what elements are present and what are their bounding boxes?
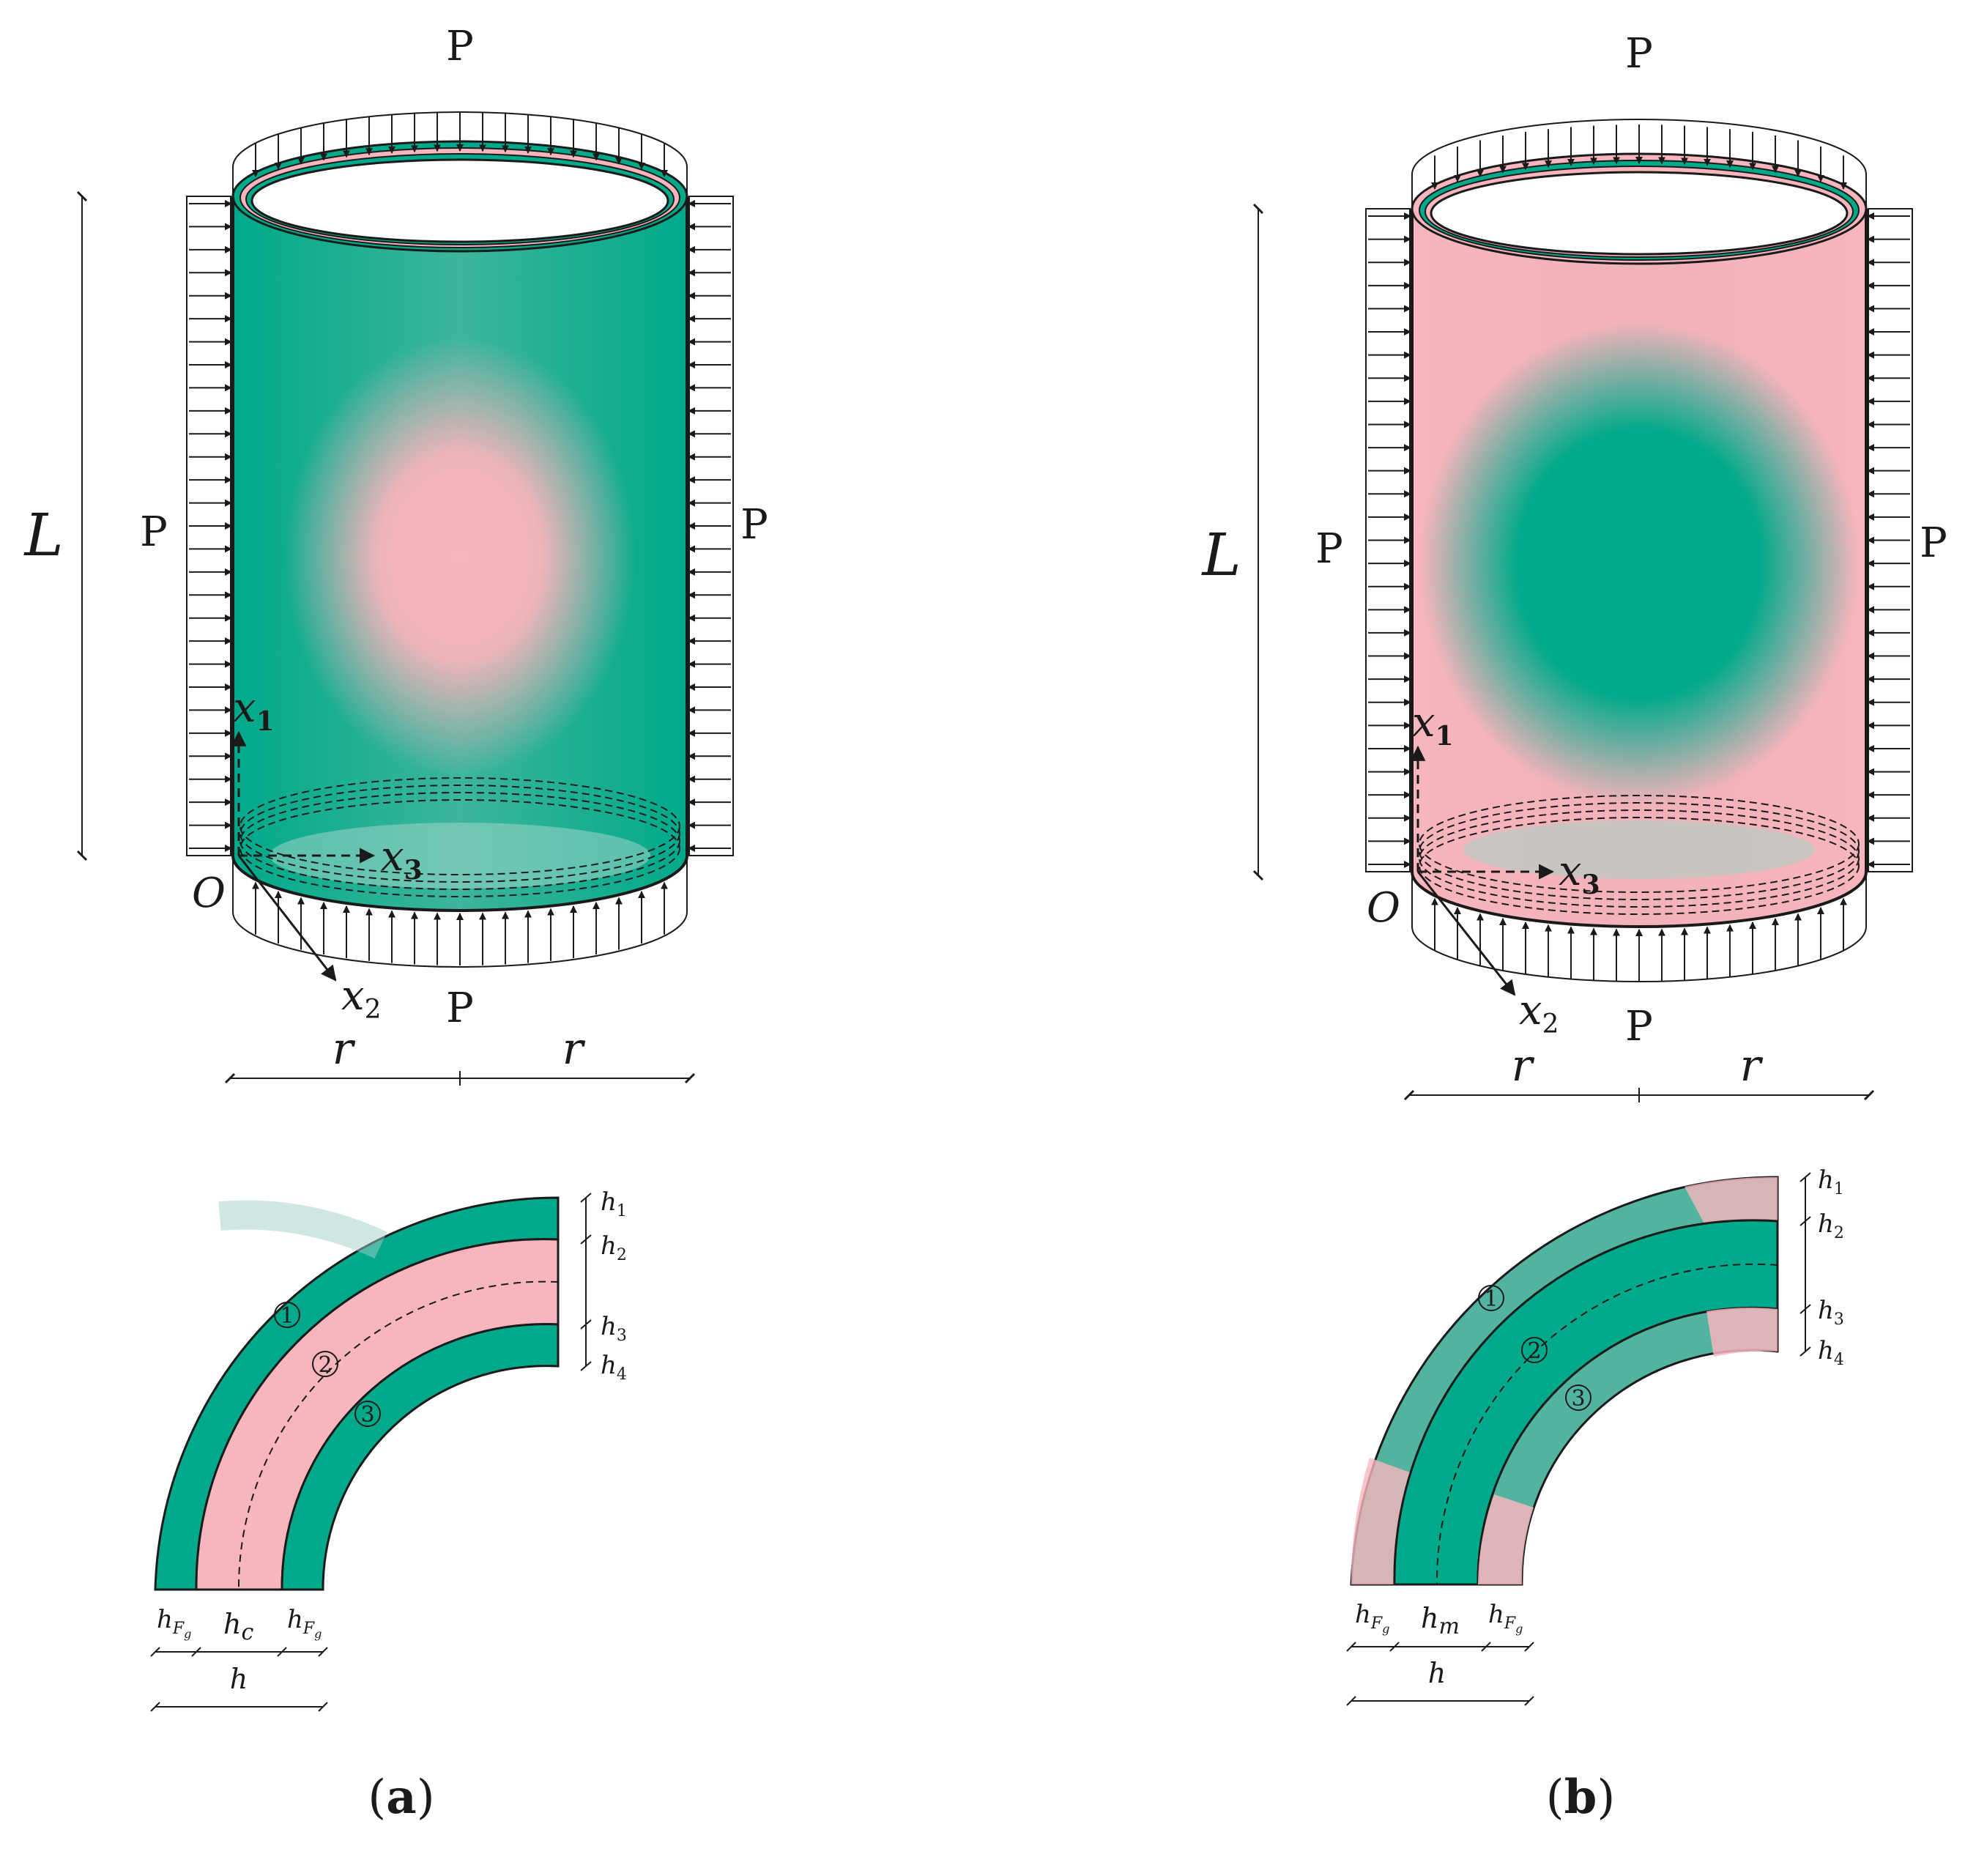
stress-region [1419,322,1859,806]
length-label: L [1200,521,1241,589]
load-label-bottom: P [446,985,474,1032]
load-label-top: P [446,23,474,70]
top-load-arrows [1431,125,1847,190]
h4-label: h4 [601,1351,627,1384]
top-load-outline [1411,119,1867,175]
panel-a-cross-section: 1 2 3 h1 h2 h3 h4 hFg hc hFg h [150,1187,627,1825]
mid-surface [1435,1263,1778,1585]
left-load-arrows [189,200,232,852]
panel-caption-a: (a) [368,1770,434,1825]
h3-label: h3 [1818,1296,1844,1329]
layer-number-1: 1 [280,1303,294,1329]
axis-x3-label: x3 [381,833,423,886]
load-label-bottom: P [1625,1003,1653,1050]
axis-x2 [237,855,337,982]
radius-label-left: r [1512,1040,1535,1091]
right-load-arrows [688,200,731,852]
left-load-arrows [1368,212,1411,868]
axis-x2-label: x2 [1519,987,1559,1039]
layer-number-2: 2 [1527,1338,1541,1364]
length-label: L [23,501,63,569]
core-thickness: hc [223,1608,253,1645]
top-load-arrows [252,112,668,177]
inner-rings-dashed [1419,795,1860,915]
h1-label: h1 [601,1187,627,1220]
axis-x3-label: x3 [1559,848,1600,900]
radius-label-left: r [333,1023,356,1075]
axis-x1-label: x1 [233,684,275,737]
panel-b-cross-section: 1 2 3 h1 h2 h3 h4 hFg hm hFg h (b) [1346,1165,1844,1825]
load-label-left: P [1315,525,1343,573]
load-label-top: P [1625,30,1653,78]
bottom-load-outline [232,911,688,968]
axis-x2-label: x2 [341,972,382,1025]
face-thickness-right: hFg [287,1605,322,1641]
top-rings [231,140,688,253]
total-thickness-label: h [1428,1657,1446,1689]
inner-rings-dashed [239,777,680,897]
panel-a-cylinder: P P P P L r r x1 x3 x2 O [23,23,768,1086]
h3-label: h3 [601,1312,627,1345]
panel-caption-b: (b) [1546,1770,1616,1825]
radius-label-right: r [562,1023,586,1075]
layer-number-3: 3 [360,1402,374,1428]
layer-number-3: 3 [1571,1386,1585,1412]
face-thickness-left: hFg [157,1605,191,1641]
bottom-load-arrows [1431,897,1847,982]
bottom-load-arrows [252,881,668,965]
load-label-left: P [140,508,168,556]
origin-label: O [192,870,226,917]
top-rings [1411,152,1868,265]
core-thickness: hm [1421,1602,1460,1639]
layer-3 [281,1323,560,1591]
h2-label: h2 [601,1231,627,1264]
face-thickness-right: hFg [1488,1600,1523,1636]
face-thickness-left: hFg [1355,1600,1389,1636]
origin-label: O [1367,884,1400,932]
load-label-right: P [1920,519,1947,567]
right-load-arrows [1867,212,1910,868]
axis-x1-label: x1 [1412,699,1454,752]
axis-x2 [1416,871,1516,996]
radius-label-right: r [1740,1040,1764,1091]
h4-label: h4 [1818,1336,1844,1369]
stress-region [284,337,636,776]
load-label-right: P [740,501,768,549]
layer-number-1: 1 [1484,1286,1498,1312]
total-thickness-label: h [230,1663,248,1695]
h1-label: h1 [1818,1165,1844,1198]
h2-label: h2 [1818,1209,1844,1242]
layer-number-2: 2 [318,1352,332,1378]
panel-b-cylinder: P P P P L r r x1 x3 x2 O [1200,30,1947,1102]
